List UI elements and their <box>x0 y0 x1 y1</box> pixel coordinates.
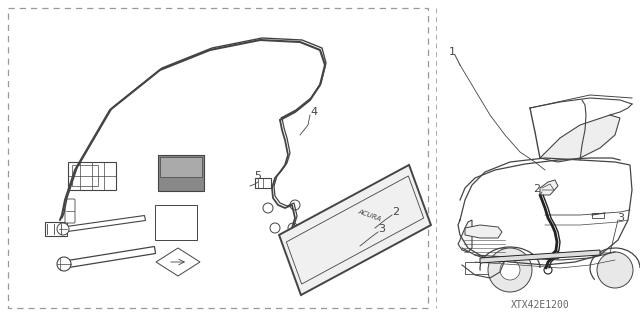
Bar <box>592 213 604 218</box>
Circle shape <box>290 200 300 210</box>
Bar <box>465 262 493 274</box>
Polygon shape <box>540 180 558 195</box>
Polygon shape <box>156 248 200 276</box>
Bar <box>160 157 202 177</box>
Polygon shape <box>279 165 431 295</box>
Bar <box>8 8 428 308</box>
Bar <box>255 178 271 188</box>
Text: 5: 5 <box>255 171 262 181</box>
Circle shape <box>57 257 71 271</box>
Bar <box>68 162 116 190</box>
Bar <box>45 222 67 236</box>
Text: 3: 3 <box>378 224 385 234</box>
Circle shape <box>270 223 280 233</box>
Circle shape <box>263 203 273 213</box>
Bar <box>158 155 204 191</box>
Polygon shape <box>61 247 156 269</box>
Polygon shape <box>540 115 620 162</box>
Circle shape <box>57 223 69 235</box>
Polygon shape <box>458 220 472 252</box>
Text: 3: 3 <box>618 213 625 223</box>
Circle shape <box>597 252 633 288</box>
Text: XTX42E1200: XTX42E1200 <box>511 300 570 310</box>
Text: 4: 4 <box>310 107 317 117</box>
Polygon shape <box>465 225 502 238</box>
Circle shape <box>544 266 552 274</box>
Polygon shape <box>480 250 600 263</box>
Circle shape <box>488 248 532 292</box>
Circle shape <box>552 251 560 259</box>
Circle shape <box>500 260 520 280</box>
Text: 2: 2 <box>533 184 541 194</box>
Bar <box>155 205 197 240</box>
Text: ACURA: ACURA <box>358 208 383 222</box>
FancyBboxPatch shape <box>290 235 326 259</box>
Circle shape <box>288 223 298 233</box>
Bar <box>72 165 98 186</box>
Polygon shape <box>60 216 145 233</box>
FancyBboxPatch shape <box>65 199 75 223</box>
Text: 2: 2 <box>392 207 399 217</box>
Text: 1: 1 <box>449 47 456 57</box>
